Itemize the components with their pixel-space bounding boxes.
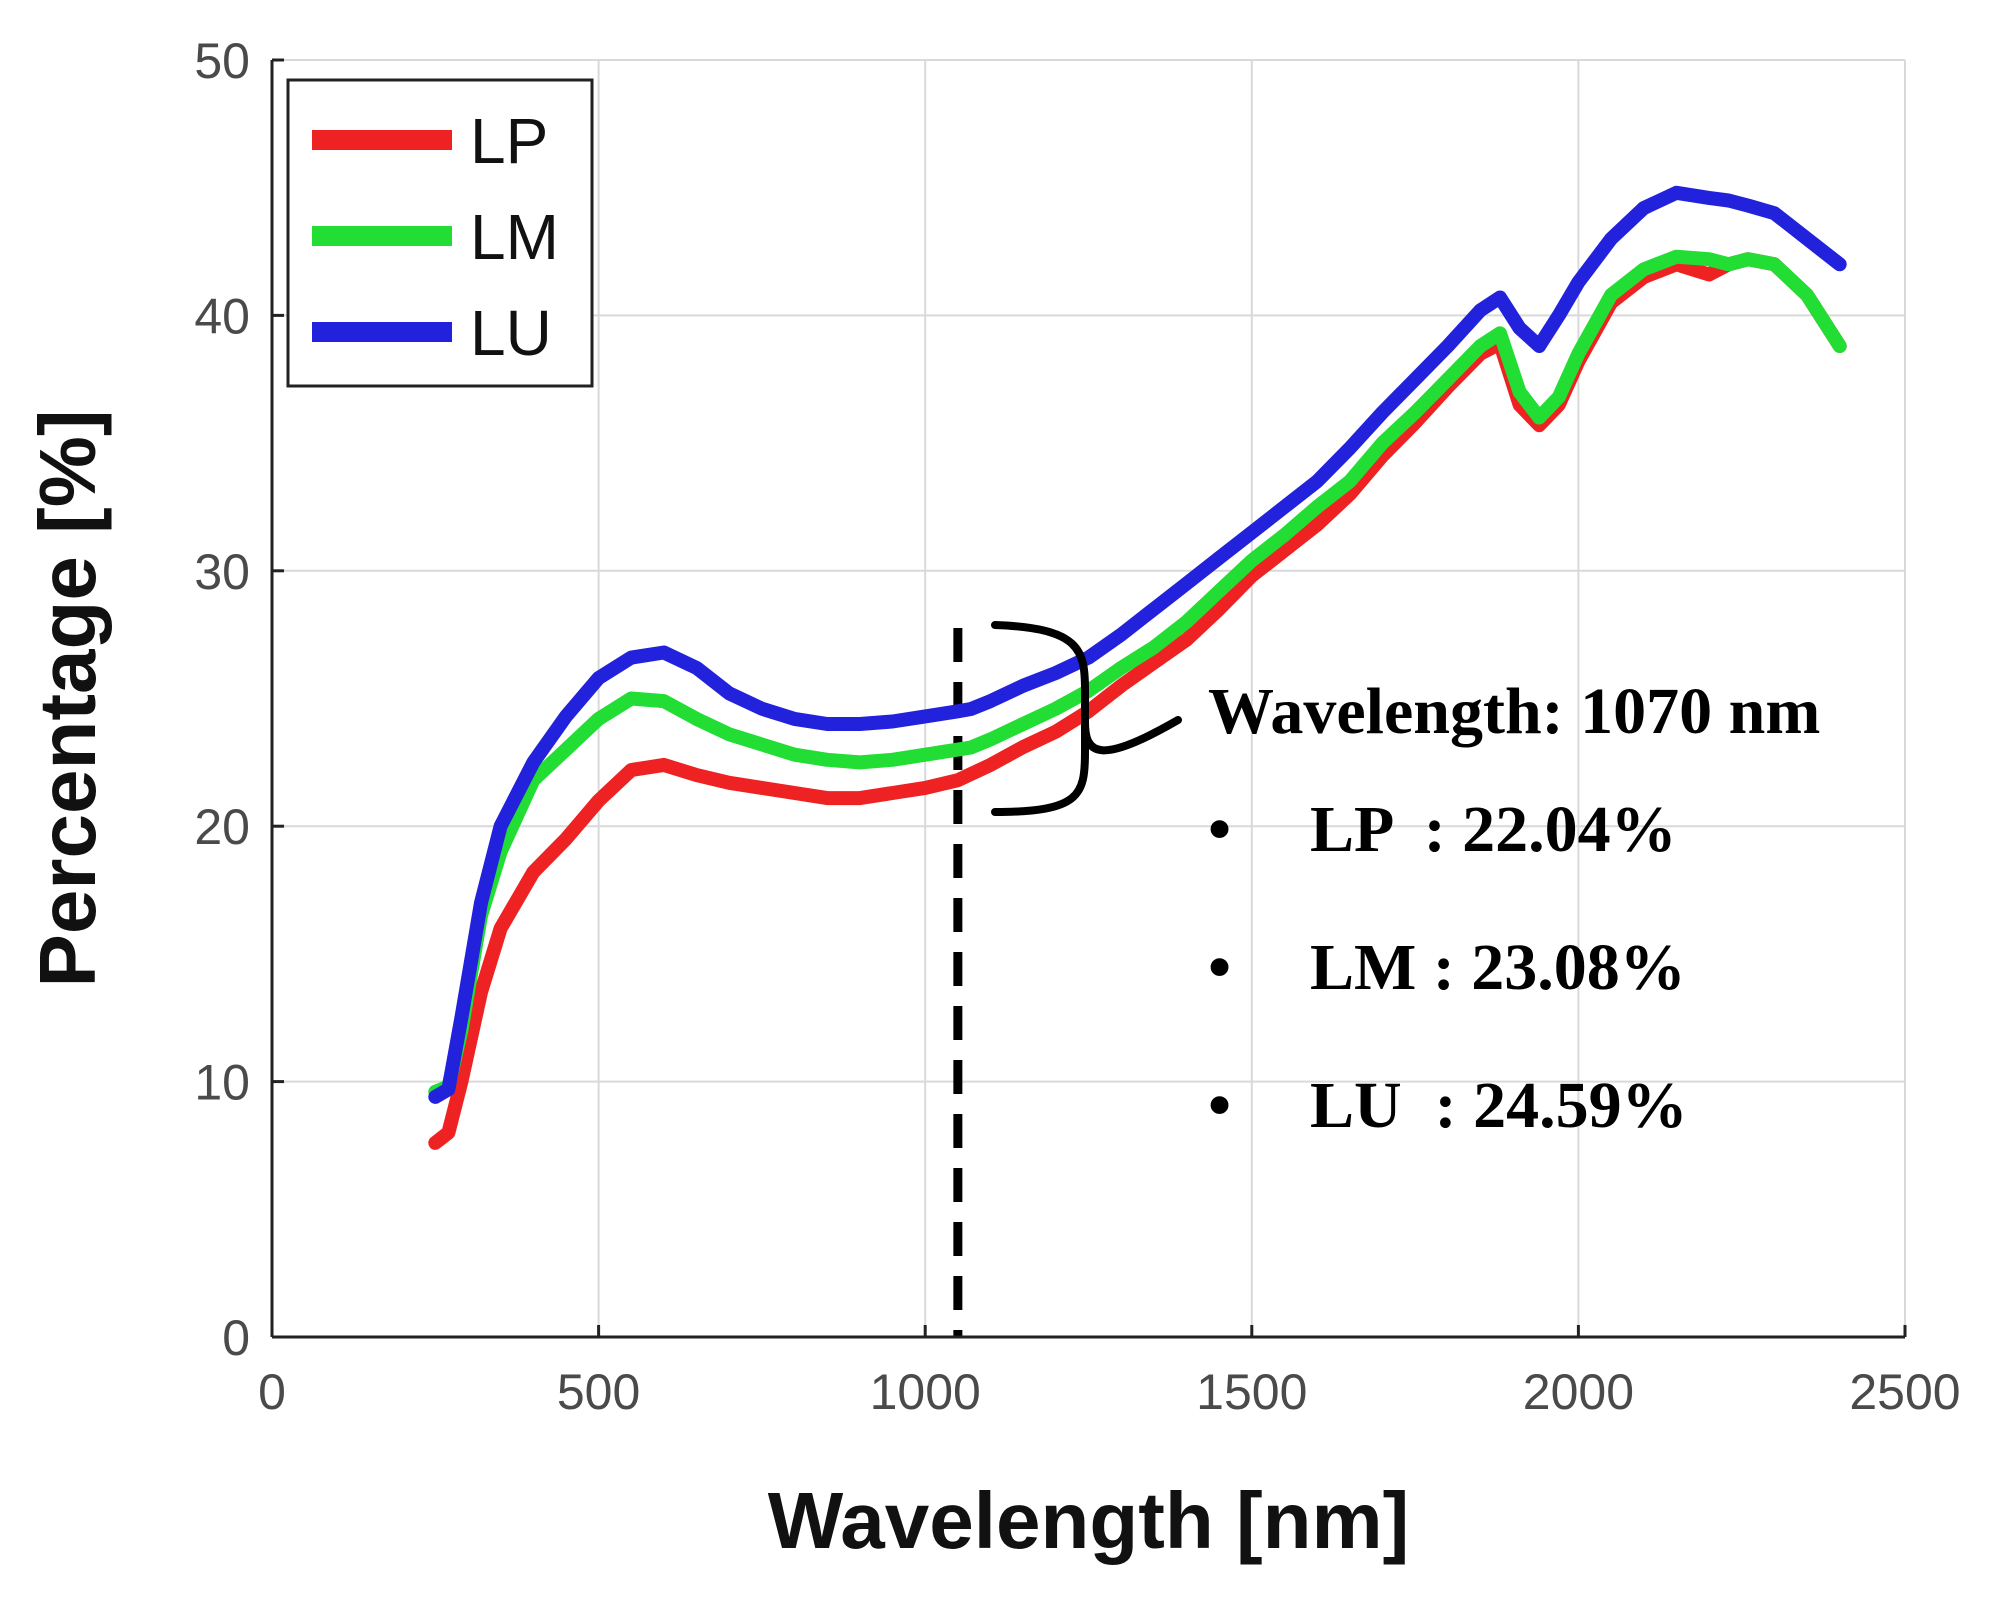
legend-label-lm: LM <box>470 201 559 273</box>
legend-label-lp: LP <box>470 105 548 177</box>
y-tick-label-40: 40 <box>194 288 250 344</box>
annotation-item: LP : 22.04% <box>1310 793 1677 866</box>
x-tick-label-1500: 1500 <box>1196 1364 1307 1420</box>
annotation-bullet: • <box>1208 931 1231 1004</box>
x-axis-title: Wavelength [nm] <box>768 1476 1409 1565</box>
annotation-box: Wavelength: 1070 nm • LP : 22.04% • LM : 23… <box>991 621 1820 1142</box>
annotation-bullet: • <box>1208 1069 1231 1142</box>
x-tick-label-500: 500 <box>557 1364 640 1420</box>
axes <box>270 58 1907 1339</box>
y-tick-label-50: 50 <box>194 33 250 89</box>
curly-brace-icon <box>991 621 1182 816</box>
annotation-item: LU : 24.59% <box>1310 1069 1688 1142</box>
y-tick-label-0: 0 <box>222 1310 250 1366</box>
x-tick-label-1000: 1000 <box>870 1364 981 1420</box>
legend-label-lu: LU <box>470 297 552 369</box>
series-line-lm <box>428 249 1847 1099</box>
annotation-bullet: • <box>1208 793 1231 866</box>
series-line-lu <box>428 185 1847 1104</box>
y-tick-label-30: 30 <box>194 544 250 600</box>
x-tick-label-0: 0 <box>258 1364 286 1420</box>
annotation-title: Wavelength: 1070 nm <box>1208 675 1820 748</box>
annotation-item: LM : 23.08% <box>1310 931 1686 1004</box>
y-axis-title: Percentage [%] <box>23 410 112 988</box>
legend: LP LM LU <box>286 78 594 388</box>
x-tick-label-2500: 2500 <box>1849 1364 1960 1420</box>
x-tick-label-2000: 2000 <box>1523 1364 1634 1420</box>
grid <box>271 59 1906 1338</box>
series-layer <box>428 185 1847 1150</box>
tick-labels: 0 500 1000 1500 2000 2500 0 10 20 30 40 50 <box>194 33 1960 1420</box>
y-tick-label-20: 20 <box>194 799 250 855</box>
y-tick-label-10: 10 <box>194 1055 250 1111</box>
